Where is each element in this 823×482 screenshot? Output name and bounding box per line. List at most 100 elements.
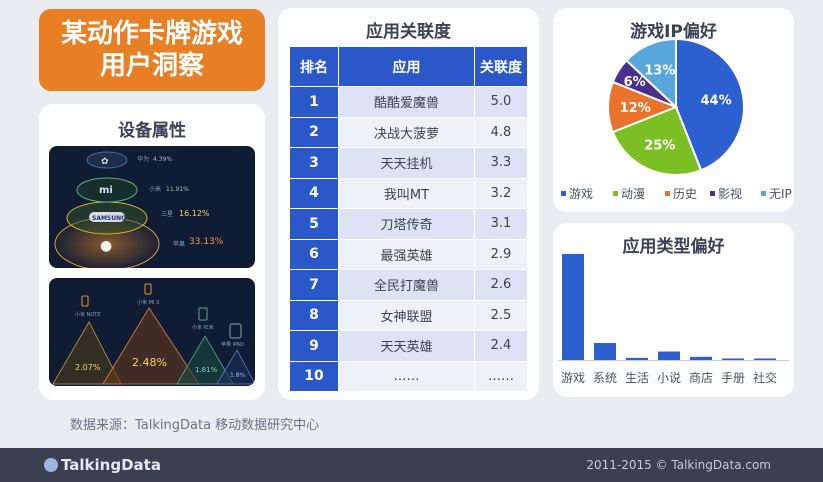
score-cell: 2.4 [474,330,528,362]
app-cell: 天天英雄 [338,330,475,362]
tablet-icon [229,323,242,339]
bar-5 [722,358,744,360]
table-row: 6 最强英雄 2.9 [289,238,528,270]
footer-brand: TalkingData [44,456,161,474]
huawei-percent: 4.39% [153,156,172,163]
pie-slice-label: 6% [624,75,646,90]
legend-label: 影视 [718,186,742,201]
app-cell: 我叫MT [338,177,475,209]
phone-icon-1 [81,295,89,307]
table-header-row: 排名 应用 关联度 [289,46,528,87]
legend-label: 游戏 [569,187,593,201]
legend-swatch [665,191,670,196]
rank-cell: 1 [289,86,339,118]
bar-category-label: 商店 [689,370,713,385]
score-cell: 4.8 [474,116,528,148]
legend-label: 无IP [769,187,792,201]
device-brand-graphic: ✿ 华为 4.39% mi 小米 11.91% SAMSUNG 三星 16.12… [54,151,224,268]
device-card: 设备属性 ✿ 华为 4.39% mi 小米 11.91% SAMSUNG 三星 … [39,104,265,400]
table-card-title: 应用关联度 [366,22,451,42]
footer-copyright: 2011-2015 © TalkingData.com [586,458,771,472]
legend-swatch [761,191,766,196]
table-row: 2 决战大菠萝 4.8 [289,116,528,148]
bar-0 [562,254,584,360]
bar-category-label: 游戏 [561,371,585,385]
huawei-label: 华为 [137,155,149,163]
data-source-note: 数据来源：TalkingData 移动数据研究中心 [70,418,320,433]
rank-cell: 5 [289,208,339,240]
model-triangle-1 [52,321,122,385]
legend-label: 动漫 [621,187,645,201]
score-cell: 2.6 [474,269,528,301]
rank-cell: 8 [289,299,339,331]
report-title-card: 某动作卡牌游戏 用户洞察 [39,9,265,91]
rank-cell: 7 [289,269,339,301]
table-row: 7 全民打魔兽 2.6 [289,269,528,301]
pie-slice-label: 25% [644,138,675,153]
model-label-3: 小米 红米 [192,324,214,331]
rank-cell: 3 [289,147,339,179]
model-percent-1: 2.07% [75,363,101,372]
app-cell: 天天挂机 [338,147,475,179]
samsung-brand-text: SAMSUNG [92,215,126,222]
model-triangle-3 [176,335,234,385]
model-triangle-2 [102,307,200,385]
rank-cell: 6 [289,238,339,270]
app-cell: 最强英雄 [338,238,475,270]
huawei-ring [86,151,128,169]
bar-category-label: 社交 [753,370,777,385]
bar-6 [754,358,776,360]
samsung-label: 三星 [161,211,173,218]
apple-percent: 33.13% [189,237,224,247]
huawei-brand-icon: ✿ [101,157,109,167]
bar-1 [594,343,616,360]
header-app: 应用 [338,46,475,87]
legend-swatch [710,191,715,196]
phone-icon-2 [144,283,152,295]
device-model-panel: 小米 NOTE 小米 MI 3 小米 红米 苹果 iPAD 2.07% 2.48… [49,278,255,386]
bar-4 [690,356,712,360]
report-title-line1: 某动作卡牌游戏 [60,19,243,49]
pie-slice-4 [625,37,677,110]
score-cell: 2.9 [474,238,528,270]
model-label-4: 苹果 iPAD [221,341,244,348]
score-cell: 3.1 [474,208,528,240]
legend-swatch [613,191,618,196]
header-rank: 排名 [289,46,339,87]
mi-label: 小米 [149,185,161,193]
bar-2 [626,357,648,360]
samsung-percent: 16.12% [179,209,210,218]
rank-cell: 4 [289,177,339,209]
header-score: 关联度 [474,46,528,87]
legend-swatch [561,191,566,196]
mi-brand-icon: mi [99,185,113,196]
bar-category-label: 手册 [721,371,745,385]
table-row: 5 刀塔传奇 3.1 [289,208,528,240]
app-cell: 全民打魔兽 [338,269,475,301]
legend-label: 历史 [673,187,697,201]
ip-pie-card: 游戏IP偏好 44% 25% 12% 6% 13% 游戏 动漫 历史 影视 无IP [553,8,794,212]
app-cell: 女神联盟 [338,299,475,331]
app-type-card: 应用类型偏好 游戏 系统 生活 小说 商店 手册 社交 [553,223,794,397]
score-cell: 3.3 [474,147,528,179]
pie-slice-label: 13% [644,64,675,79]
footer-brand-text: TalkingData [61,456,161,474]
model-percent-4: 1.8% [230,372,246,379]
rank-cell: 9 [289,330,339,362]
score-cell: 2.5 [474,299,528,331]
model-percent-3: 1.81% [195,366,218,374]
model-label-2: 小米 MI 3 [137,299,159,306]
rank-cell: 2 [289,116,339,148]
table-row: 9 天天英雄 2.4 [289,330,528,362]
app-type-bar-chart: 游戏 系统 生活 小说 商店 手册 社交 [558,254,789,385]
app-cell: 决战大菠萝 [338,116,475,148]
score-cell: …… [474,360,528,392]
pie-slice-0 [675,37,745,172]
pie-slice-label: 12% [620,101,651,116]
rank-cell: 10 [289,360,339,392]
table-row: 10………… [289,360,528,392]
samsung-brand-badge [89,212,125,222]
ip-pie-title: 游戏IP偏好 [630,22,717,42]
footer-bar: TalkingData 2011-2015 © TalkingData.com [0,448,823,482]
apple-brand-icon: ● [100,238,112,254]
